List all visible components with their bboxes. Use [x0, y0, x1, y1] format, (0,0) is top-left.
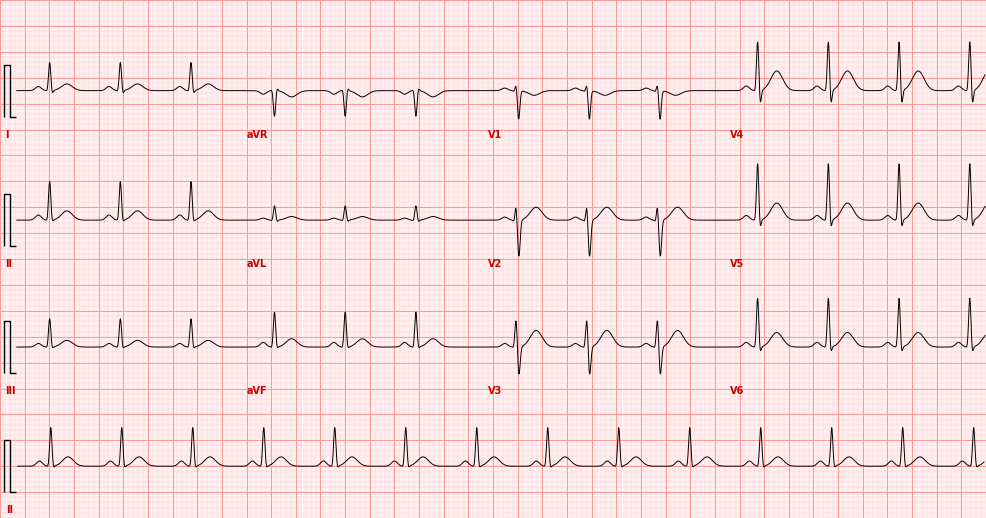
Text: aVF: aVF — [246, 386, 267, 396]
Text: aVL: aVL — [246, 260, 267, 269]
Text: V2: V2 — [488, 260, 502, 269]
Text: V1: V1 — [488, 130, 502, 140]
Text: III: III — [5, 386, 16, 396]
Text: aVR: aVR — [246, 130, 268, 140]
Text: V4: V4 — [730, 130, 743, 140]
Text: II: II — [6, 506, 13, 515]
Text: V6: V6 — [730, 386, 743, 396]
Text: I: I — [5, 130, 9, 140]
Text: II: II — [5, 260, 12, 269]
Text: V5: V5 — [730, 260, 743, 269]
Text: V3: V3 — [488, 386, 502, 396]
